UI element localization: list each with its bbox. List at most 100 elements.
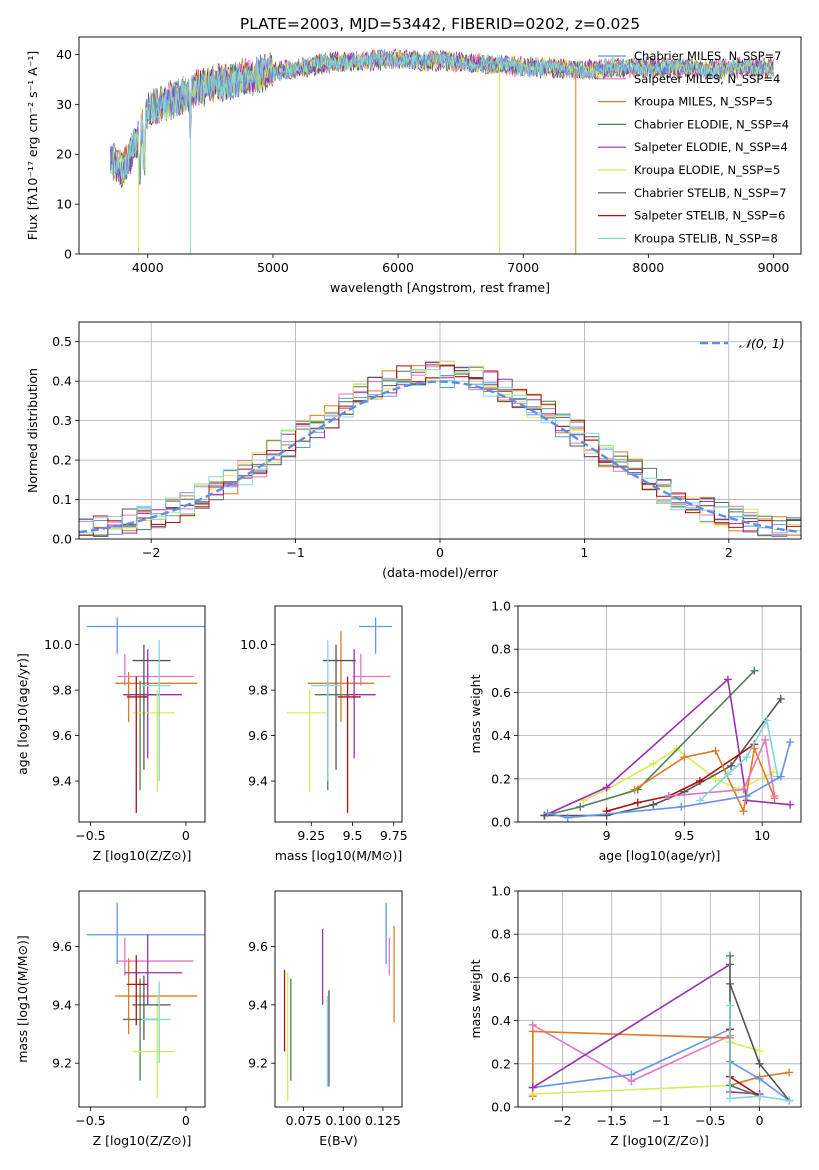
y-tick-label: 9.8 bbox=[248, 683, 268, 698]
y-tick-label: 9.6 bbox=[52, 728, 72, 743]
weight-marker bbox=[761, 735, 770, 744]
y-tick-label: 9.6 bbox=[248, 939, 268, 954]
x-tick-label: 9.5 bbox=[674, 828, 694, 843]
y-tick-label: 0.2 bbox=[52, 453, 72, 468]
weight-marker bbox=[677, 802, 686, 811]
weight-marker bbox=[723, 770, 732, 779]
weight-vs-z-panel: −2 −1.5 −1 −0.5 0 0.0 0.2 0.4 0.6 0.8 1.0 Z [log10(… bbox=[468, 884, 802, 1148]
y-axis-label: Normed distribution bbox=[25, 368, 40, 493]
weight-marker bbox=[627, 1070, 636, 1079]
figure-title: PLATE=2003, MJD=53442, FIBERID=0202, z=0… bbox=[240, 15, 640, 33]
histogram-kroupa-stelib bbox=[79, 365, 801, 536]
x-axis-label: E(B-V) bbox=[319, 1133, 358, 1148]
x-tick-label: −0.5 bbox=[75, 828, 105, 843]
y-tick-label: 0.6 bbox=[491, 970, 511, 985]
legend-entry: Kroupa ELODIE, N_SSP=5 bbox=[634, 163, 780, 177]
y-tick-label: 9.4 bbox=[52, 774, 72, 789]
weight-line-salpeter-stelib bbox=[729, 1029, 761, 1097]
spectrum-line-kroupa-stelib bbox=[109, 49, 774, 181]
x-tick-label: −2 bbox=[142, 545, 160, 560]
weight-marker bbox=[776, 772, 785, 781]
legend-entry: Salpeter STELIB, N_SSP=6 bbox=[634, 209, 785, 223]
x-axis-label: Z [log10(Z/Z⊙)] bbox=[93, 1133, 192, 1148]
y-tick-label: 9.2 bbox=[52, 1056, 72, 1071]
y-tick-label: 10.0 bbox=[240, 637, 268, 652]
errorbar-point bbox=[132, 644, 171, 770]
errorbar-point bbox=[311, 640, 341, 782]
legend-entry: Chabrier STELIB, N_SSP=7 bbox=[634, 186, 786, 200]
axes-frame bbox=[78, 605, 206, 823]
weight-marker bbox=[723, 675, 732, 684]
errorbar-point bbox=[132, 975, 171, 1040]
x-tick-label: 0.075 bbox=[286, 1113, 322, 1128]
y-tick-label: 0.2 bbox=[491, 1056, 511, 1071]
y-axis-label: mass [log10(M/M⊙)] bbox=[15, 935, 30, 1063]
weight-marker bbox=[776, 694, 785, 703]
weight-marker bbox=[785, 1096, 794, 1105]
y-tick-label: 20 bbox=[56, 147, 72, 162]
weight-marker bbox=[786, 800, 795, 809]
x-tick-label: 8000 bbox=[632, 260, 664, 275]
weight-vs-age-panel: 9 9.5 10 0.0 0.2 0.4 0.6 0.8 1.0 age [log10(age/y… bbox=[468, 599, 802, 863]
errorbar-point bbox=[86, 902, 205, 964]
y-tick-label: 0.8 bbox=[491, 927, 511, 942]
weight-line-salpeter-miles bbox=[668, 737, 776, 797]
y-tick-label: 40 bbox=[56, 47, 72, 62]
x-tick-label: −0.5 bbox=[75, 1113, 105, 1128]
errorbar-point bbox=[142, 640, 171, 782]
x-tick-label: 9.5 bbox=[343, 828, 363, 843]
weight-marker bbox=[630, 785, 639, 794]
errorbar-point bbox=[126, 955, 148, 1026]
axes-frame bbox=[274, 890, 403, 1108]
y-axis-label: Flux [fλ10⁻¹⁷ erg cm⁻² s⁻¹ A⁻¹] bbox=[25, 51, 40, 240]
weight-vs-z-panel-plot-area bbox=[528, 951, 794, 1105]
y-tick-label: 9.4 bbox=[248, 774, 268, 789]
y-tick-label: 9.4 bbox=[52, 997, 72, 1012]
y-axis-label: mass weight bbox=[468, 674, 483, 753]
y-tick-label: 9.8 bbox=[52, 683, 72, 698]
x-tick-label: 9.25 bbox=[297, 828, 325, 843]
y-tick-label: 0.6 bbox=[491, 685, 511, 700]
legend-entry: Chabrier MILES, N_SSP=7 bbox=[634, 49, 781, 63]
x-tick-label: 5000 bbox=[257, 260, 289, 275]
weight-marker bbox=[711, 774, 720, 783]
legend-entry: Kroupa MILES, N_SSP=5 bbox=[634, 95, 773, 109]
weight-marker bbox=[755, 1059, 764, 1068]
x-tick-label: 4000 bbox=[132, 260, 164, 275]
weight-marker bbox=[633, 798, 642, 807]
weight-marker bbox=[649, 800, 658, 809]
errorbar-point bbox=[117, 937, 194, 976]
y-tick-label: 0 bbox=[64, 247, 72, 262]
weight-marker bbox=[602, 783, 611, 792]
weight-line-salpeter-elodie bbox=[544, 677, 791, 817]
x-tick-label: 0 bbox=[182, 1113, 190, 1128]
weight-marker bbox=[750, 666, 759, 675]
y-tick-label: 30 bbox=[56, 97, 72, 112]
axes-frame bbox=[517, 890, 802, 1108]
legend-entry: Salpeter MILES, N_SSP=4 bbox=[634, 72, 780, 86]
x-tick-label: 1 bbox=[580, 545, 588, 560]
x-tick-label: 0 bbox=[182, 828, 190, 843]
weight-marker bbox=[755, 1074, 764, 1083]
age-vs-mass-panel: 9.25 9.5 9.75 9.4 9.6 9.8 10.0 mass [log10(M/M⊙… bbox=[240, 605, 408, 863]
x-tick-label: −0.5 bbox=[695, 1113, 725, 1128]
mass-vs-ebv-panel-plot-area bbox=[283, 902, 395, 1102]
errorbar-point bbox=[337, 676, 361, 813]
y-tick-label: 0.0 bbox=[491, 815, 511, 830]
axes-frame bbox=[78, 36, 802, 255]
x-tick-label: 9 bbox=[603, 828, 611, 843]
errorbar-point bbox=[117, 653, 194, 686]
age-vs-z-panel-plot-area bbox=[86, 617, 205, 813]
weight-marker bbox=[726, 1001, 735, 1010]
y-tick-label: 9.4 bbox=[248, 997, 268, 1012]
x-tick-label: 0 bbox=[756, 1113, 764, 1128]
legend-entry: Salpeter ELODIE, N_SSP=4 bbox=[634, 140, 788, 154]
errorbar-point bbox=[126, 676, 148, 813]
y-tick-label: 1.0 bbox=[491, 884, 511, 899]
y-tick-label: 0.0 bbox=[52, 532, 72, 547]
weight-marker bbox=[563, 813, 572, 822]
x-tick-label: 7000 bbox=[507, 260, 539, 275]
x-tick-label: −1 bbox=[286, 545, 304, 560]
weight-marker bbox=[786, 738, 795, 747]
